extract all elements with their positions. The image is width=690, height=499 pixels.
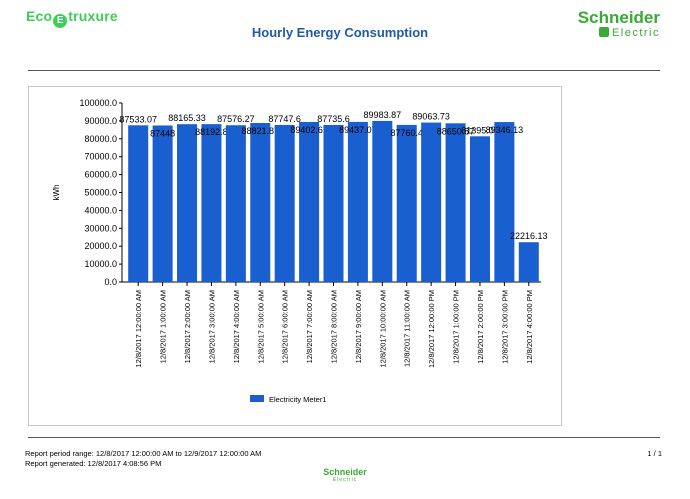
x-tick-label: 12/8/2017 6:00:00 AM bbox=[281, 290, 290, 363]
legend-label: Electricity Meter1 bbox=[269, 395, 327, 404]
eco-logo-prefix: Eco bbox=[26, 8, 53, 24]
report-period-range: Report period range: 12/8/2017 12:00:00 … bbox=[25, 449, 262, 458]
x-tick-label: 12/8/2017 8:00:00 AM bbox=[330, 290, 339, 363]
data-label: 87448 bbox=[150, 128, 175, 138]
footer-divider bbox=[28, 437, 660, 438]
data-label: 22216.13 bbox=[510, 231, 548, 241]
data-label: 87533.07 bbox=[119, 114, 157, 124]
x-tick-label: 12/8/2017 5:00:00 AM bbox=[256, 290, 265, 363]
data-label: 89402.67 bbox=[290, 125, 328, 135]
data-label: 87747.6 bbox=[268, 114, 301, 124]
bar bbox=[274, 124, 295, 282]
eco-logo-suffix: truxure bbox=[68, 8, 118, 24]
y-tick-label: 10000.0 bbox=[84, 259, 117, 269]
y-tick-label: 90000.0 bbox=[84, 116, 117, 126]
bar-chart: 0.0 10000.0 20000.0 30000.0 40000.0 50000.0 60… bbox=[52, 98, 548, 404]
chart-frame: 0.0 10000.0 20000.0 30000.0 40000.0 50000.0 60… bbox=[28, 86, 562, 426]
bar bbox=[469, 136, 490, 282]
bar bbox=[494, 122, 515, 282]
y-tick-label: 80000.0 bbox=[84, 134, 117, 144]
data-label: 89983.87 bbox=[364, 110, 402, 120]
bar bbox=[396, 124, 417, 283]
bar bbox=[372, 120, 393, 283]
bar bbox=[128, 125, 149, 283]
y-tick-label: 100000.0 bbox=[79, 98, 117, 108]
brand-sub: Electric bbox=[611, 27, 660, 39]
schneider-mark-icon bbox=[598, 27, 609, 37]
x-tick-label: 12/8/2017 4:00:00 AM bbox=[232, 290, 241, 363]
legend-swatch bbox=[250, 395, 264, 402]
x-tick-label: 12/8/2017 3:00:00 AM bbox=[207, 290, 216, 363]
bar bbox=[225, 125, 246, 282]
footer-logo: Schneider Electric bbox=[0, 467, 690, 484]
bar bbox=[421, 122, 442, 282]
page-number: 1 / 1 bbox=[647, 449, 662, 458]
x-tick-label: 12/8/2017 1:00:00 AM bbox=[159, 290, 168, 363]
bar bbox=[299, 121, 320, 282]
y-tick-label: 50000.0 bbox=[84, 188, 117, 198]
x-tick-label: 12/8/2017 2:00:00 AM bbox=[183, 290, 192, 363]
bar bbox=[445, 123, 466, 282]
data-label: 89346.13 bbox=[486, 125, 524, 135]
bar bbox=[177, 124, 198, 283]
data-label: 89063.73 bbox=[412, 112, 450, 122]
bar bbox=[347, 121, 368, 282]
y-tick-label: 60000.0 bbox=[84, 170, 117, 180]
y-axis-label: kWh bbox=[52, 185, 61, 201]
data-label: 81395.07 bbox=[461, 125, 499, 135]
x-tick-label: 12/8/2017 12:00:00 AM bbox=[134, 290, 143, 368]
x-tick-label: 12/8/2017 12:00:00 PM bbox=[427, 290, 436, 368]
data-label: 89437.07 bbox=[339, 125, 377, 135]
x-tick-label: 12/8/2017 1:00:00 PM bbox=[452, 290, 461, 364]
data-label: 88821.87 bbox=[241, 126, 279, 136]
bar bbox=[201, 124, 222, 282]
x-tick-label: 12/8/2017 2:00:00 PM bbox=[476, 290, 485, 364]
x-tick-label: 12/8/2017 10:00:00 AM bbox=[378, 290, 387, 368]
header-divider bbox=[28, 70, 660, 71]
bar bbox=[323, 124, 344, 282]
x-tick-label: 12/8/2017 9:00:00 AM bbox=[354, 290, 363, 363]
report-title: Hourly Energy Consumption bbox=[251, 25, 429, 40]
data-label: 88650.87 bbox=[437, 126, 475, 136]
eco-logo-mark: E bbox=[53, 14, 68, 28]
footer-brand-name: Schneider bbox=[323, 467, 367, 477]
footer-brand-sub: Electric bbox=[332, 477, 358, 483]
schneider-electric-logo: Schneider Electric bbox=[577, 8, 660, 40]
y-tick-label: 30000.0 bbox=[84, 223, 117, 233]
x-tick-label: 12/8/2017 7:00:00 AM bbox=[305, 290, 314, 363]
bar bbox=[250, 123, 271, 282]
data-label: 87576.27 bbox=[217, 114, 255, 124]
report-footer: Report period range: 12/8/2017 12:00:00 … bbox=[25, 449, 261, 469]
bar bbox=[518, 242, 539, 282]
y-tick-label: 70000.0 bbox=[84, 152, 117, 162]
y-tick-label: 40000.0 bbox=[84, 205, 117, 215]
y-tick-label: 20000.0 bbox=[84, 241, 117, 251]
data-label: 88192.8 bbox=[195, 127, 228, 137]
y-tick-label: 0.0 bbox=[104, 277, 117, 287]
bar bbox=[152, 125, 173, 282]
report-generated: Report generated: 12/8/2017 4:08:56 PM bbox=[25, 459, 162, 468]
data-label: 87760.4 bbox=[390, 128, 423, 138]
x-tick-label: 12/8/2017 11:00:00 AM bbox=[403, 290, 412, 367]
data-label: 87735.6 bbox=[317, 114, 350, 124]
brand-name: Schneider bbox=[577, 8, 660, 27]
x-tick-label: 12/8/2017 4:00:00 PM bbox=[525, 290, 534, 364]
data-label: 88165.33 bbox=[168, 113, 206, 123]
x-tick-label: 12/8/2017 3:00:00 PM bbox=[500, 290, 509, 364]
